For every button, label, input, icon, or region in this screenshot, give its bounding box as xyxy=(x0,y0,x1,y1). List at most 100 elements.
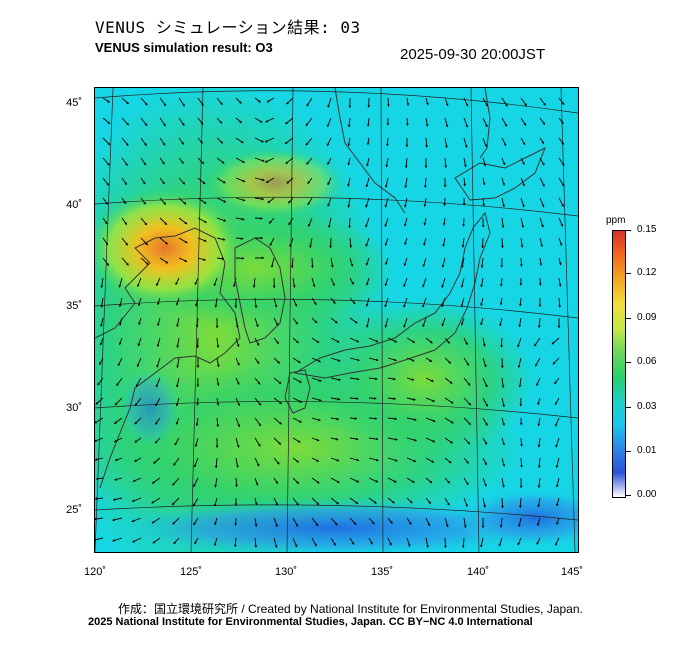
colorbar-tick xyxy=(625,230,631,231)
graticule-meridian-120 xyxy=(95,88,114,552)
wind-arrow-head xyxy=(242,198,246,202)
graticule-parallel-25 xyxy=(95,504,578,521)
wind-arrow-head xyxy=(500,345,503,348)
wind-arrow-head xyxy=(265,160,268,163)
wind-arrow-head xyxy=(118,285,122,288)
wind-arrow-head xyxy=(561,163,565,166)
graticule-meridian-130 xyxy=(286,88,294,552)
wind-arrow-head xyxy=(195,423,199,426)
wind-arrow-head xyxy=(104,221,108,224)
wind-arrow-head xyxy=(502,204,505,207)
wind-arrow-head xyxy=(336,340,340,343)
wind-arrow-head xyxy=(423,222,427,226)
graticule-parallel-45 xyxy=(95,90,578,114)
wind-arrow-head xyxy=(234,305,238,308)
wind-arrow-head xyxy=(257,443,261,447)
wind-arrow-head xyxy=(432,399,435,402)
wind-arrow-head xyxy=(351,542,355,545)
wind-arrow-head xyxy=(422,284,425,288)
wind-arrow-head xyxy=(270,264,274,268)
wind-arrow-head xyxy=(485,423,488,426)
wind-arrow-head xyxy=(202,181,206,184)
lon-label-135: 135˚ xyxy=(370,566,394,578)
page-title-japanese: VENUS シミュレーション結果: 03 xyxy=(95,18,361,37)
wind-arrow-head xyxy=(387,104,390,107)
wind-arrow-head xyxy=(539,263,543,266)
wind-arrow-head xyxy=(465,124,468,128)
wind-arrow-head xyxy=(221,257,224,261)
wind-arrow-head xyxy=(193,503,196,507)
wind-arrow-head xyxy=(306,103,310,107)
wind-arrow-head xyxy=(236,445,240,448)
wind-arrow-head xyxy=(374,417,377,420)
wind-arrow-head xyxy=(181,161,184,164)
wind-arrow-head xyxy=(256,361,260,364)
wind-arrow-head xyxy=(558,262,562,266)
wind-arrow-head xyxy=(100,324,103,327)
lon-label-140: 140˚ xyxy=(466,566,490,578)
wind-arrow-head xyxy=(173,541,177,544)
wind-arrow-head xyxy=(365,184,369,188)
wind-arrow-head xyxy=(409,500,413,504)
wind-arrow-head xyxy=(135,384,139,387)
wind-arrow-head xyxy=(480,544,483,548)
wind-arrow-head xyxy=(404,204,407,208)
wind-arrow-head xyxy=(386,123,390,126)
wind-arrow-head xyxy=(135,403,138,406)
wind-arrow-head xyxy=(119,323,122,326)
colorbar-label: 0.01 xyxy=(637,445,657,456)
wind-arrow-head xyxy=(522,162,525,165)
wind-arrow-head xyxy=(519,283,523,286)
wind-arrow-head xyxy=(213,283,217,286)
wind-arrow-head xyxy=(481,245,484,248)
wind-arrow-head xyxy=(153,461,156,464)
wind-arrow-head xyxy=(468,422,471,425)
wind-arrow-head xyxy=(463,525,467,528)
wind-arrow-head xyxy=(240,140,244,143)
wind-arrow-head xyxy=(306,162,309,165)
wind-arrow-head xyxy=(499,323,502,327)
wind-arrow-head xyxy=(176,302,179,306)
wind-arrow-head xyxy=(195,304,198,307)
wind-arrow-head xyxy=(123,201,126,204)
colorbar-unit: ppm xyxy=(606,215,626,226)
wind-arrow-head xyxy=(100,285,104,288)
wind-arrow-head xyxy=(316,340,320,343)
wind-arrow-head xyxy=(134,421,137,425)
wind-arrow-head xyxy=(318,398,322,402)
wind-arrow-head xyxy=(350,263,354,267)
wind-arrow-head xyxy=(384,304,388,308)
wind-arrow-head xyxy=(335,437,339,441)
wind-arrow-head xyxy=(316,438,320,442)
wind-arrow-head xyxy=(502,183,505,186)
wind-arrow-head xyxy=(286,101,289,105)
wind-arrow-head xyxy=(162,161,165,165)
wind-arrow-head xyxy=(482,203,486,207)
colorbar-tick xyxy=(625,318,631,319)
coast-primorye xyxy=(334,88,406,214)
wind-arrow-head xyxy=(522,142,526,145)
wind-arrow-head xyxy=(95,538,96,542)
wind-arrow-head xyxy=(327,162,330,165)
wind-arrow-head xyxy=(292,285,296,288)
wind-arrow-head xyxy=(561,102,565,105)
wind-arrow-head xyxy=(219,120,222,124)
wind-arrow-head xyxy=(157,302,160,305)
wind-arrow-head xyxy=(333,542,336,546)
wind-arrow-head xyxy=(136,364,140,367)
wind-arrow-head xyxy=(277,360,280,364)
wind-arrow-head xyxy=(117,363,121,366)
wind-arrow-head xyxy=(561,183,565,187)
wind-arrow-head xyxy=(394,417,397,421)
wind-arrow-head xyxy=(289,244,292,247)
wind-arrow-head xyxy=(423,204,427,207)
wind-arrow-head xyxy=(485,103,488,107)
wind-arrow-head xyxy=(500,365,504,368)
wind-arrow-head xyxy=(214,503,217,507)
wind-arrow-head xyxy=(112,518,115,522)
wind-arrow-head xyxy=(296,481,299,484)
wind-arrow-head xyxy=(118,342,122,345)
wind-arrow-head xyxy=(175,421,179,425)
wind-arrow-head xyxy=(235,484,238,487)
wind-arrow-head xyxy=(467,441,470,445)
